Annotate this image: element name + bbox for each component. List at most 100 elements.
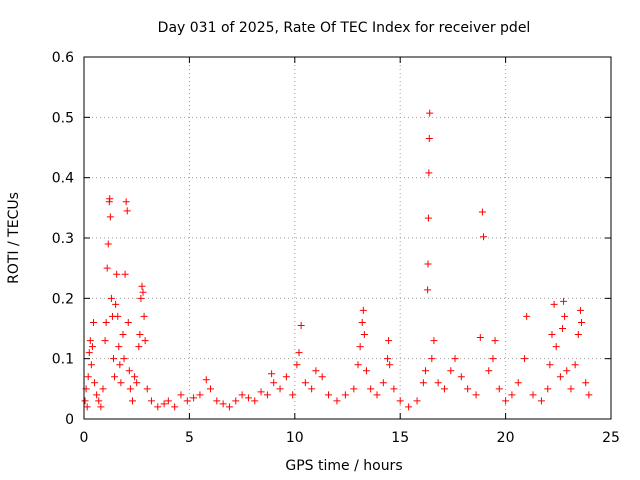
data-point-marker bbox=[202, 376, 210, 384]
data-point-marker bbox=[356, 343, 364, 351]
data-point-marker bbox=[86, 337, 94, 345]
data-point-marker bbox=[576, 306, 584, 314]
data-point-marker bbox=[139, 288, 147, 296]
data-point-marker bbox=[171, 403, 179, 411]
data-point-marker bbox=[424, 260, 432, 268]
data-point-marker bbox=[117, 379, 125, 387]
data-point-marker bbox=[91, 379, 99, 387]
data-point-marker bbox=[428, 355, 436, 363]
data-point-marker bbox=[489, 355, 497, 363]
y-tick-label: 0 bbox=[65, 412, 74, 428]
data-point-marker bbox=[116, 361, 124, 369]
data-point-marker bbox=[333, 397, 341, 405]
y-tick-label: 0.4 bbox=[52, 171, 74, 187]
data-point-marker bbox=[297, 321, 305, 329]
data-point-marker bbox=[112, 300, 120, 308]
data-point-marker bbox=[121, 270, 129, 278]
data-point-marker bbox=[131, 373, 139, 381]
data-point-marker bbox=[257, 388, 265, 396]
x-tick-label: 10 bbox=[286, 430, 304, 446]
chart-title: Day 031 of 2025, Rate Of TEC Index for r… bbox=[158, 20, 531, 36]
data-point-marker bbox=[301, 379, 309, 387]
data-point-marker bbox=[138, 282, 146, 290]
data-point-marker bbox=[537, 397, 545, 405]
data-point-marker bbox=[103, 264, 111, 272]
data-point-marker bbox=[426, 109, 434, 117]
data-point-marker bbox=[293, 361, 301, 369]
data-point-marker bbox=[421, 367, 429, 375]
data-point-marker bbox=[97, 403, 105, 411]
data-point-marker bbox=[196, 391, 204, 399]
data-point-marker bbox=[122, 198, 130, 206]
data-point-marker bbox=[270, 379, 278, 387]
data-point-marker bbox=[87, 361, 95, 369]
data-point-marker bbox=[514, 379, 522, 387]
data-point-marker bbox=[93, 391, 101, 399]
data-point-marker bbox=[529, 391, 537, 399]
data-point-marker bbox=[89, 318, 97, 326]
data-point-marker bbox=[128, 397, 136, 405]
x-tick-label: 5 bbox=[185, 430, 194, 446]
data-point-marker bbox=[251, 397, 259, 405]
data-point-marker bbox=[385, 337, 393, 345]
data-point-marker bbox=[552, 343, 560, 351]
data-point-marker bbox=[405, 403, 413, 411]
data-point-marker bbox=[563, 367, 571, 375]
data-point-marker bbox=[99, 385, 107, 393]
data-point-marker bbox=[476, 334, 484, 342]
data-point-marker bbox=[135, 343, 143, 351]
data-point-marker bbox=[190, 394, 198, 402]
data-point-marker bbox=[225, 403, 233, 411]
data-point-marker bbox=[268, 370, 276, 378]
data-point-marker bbox=[113, 270, 121, 278]
data-point-marker bbox=[83, 403, 91, 411]
grid-lines bbox=[84, 57, 611, 419]
data-point-marker bbox=[141, 337, 149, 345]
data-point-marker bbox=[390, 385, 398, 393]
data-point-marker bbox=[114, 312, 122, 320]
data-point-marker bbox=[430, 337, 438, 345]
data-point-marker bbox=[276, 385, 284, 393]
data-point-marker bbox=[140, 312, 148, 320]
data-point-marker bbox=[447, 367, 455, 375]
data-point-marker bbox=[491, 337, 499, 345]
data-point-marker bbox=[88, 343, 96, 351]
data-point-marker bbox=[104, 240, 112, 248]
data-point-marker bbox=[571, 361, 579, 369]
data-point-marker bbox=[312, 367, 320, 375]
data-point-marker bbox=[213, 397, 221, 405]
data-point-marker bbox=[386, 361, 394, 369]
data-point-marker bbox=[350, 385, 358, 393]
x-tick-label: 0 bbox=[80, 430, 89, 446]
y-tick-label: 0.1 bbox=[52, 352, 74, 368]
data-point-marker bbox=[325, 391, 333, 399]
axis-ticks: 0 5 10 15 20 25 0 0.1 0.2 0.3 0.4 0.5 0.6 bbox=[52, 50, 620, 446]
data-point-marker bbox=[206, 385, 214, 393]
data-point-marker bbox=[479, 233, 487, 241]
data-point-marker bbox=[308, 385, 316, 393]
y-tick-label: 0.5 bbox=[52, 110, 74, 126]
plot-frame bbox=[83, 56, 612, 420]
y-axis-label: ROTI / TECUs bbox=[6, 192, 22, 284]
data-point-marker bbox=[354, 361, 362, 369]
data-point-marker bbox=[502, 397, 510, 405]
data-point-marker bbox=[102, 318, 110, 326]
data-point-marker bbox=[585, 391, 593, 399]
data-point-marker bbox=[81, 397, 89, 405]
data-point-marker bbox=[359, 306, 367, 314]
data-point-marker bbox=[424, 214, 432, 222]
data-point-marker bbox=[115, 343, 123, 351]
data-point-marker bbox=[318, 373, 326, 381]
data-point-marker bbox=[544, 385, 552, 393]
data-point-marker bbox=[577, 318, 585, 326]
data-point-marker bbox=[367, 385, 375, 393]
data-point-marker bbox=[574, 331, 582, 339]
data-point-marker bbox=[125, 367, 133, 375]
data-point-marker bbox=[384, 355, 392, 363]
x-tick-label: 15 bbox=[391, 430, 409, 446]
data-point-marker bbox=[164, 397, 172, 405]
data-point-marker bbox=[244, 394, 252, 402]
data-point-marker bbox=[136, 331, 144, 339]
data-point-marker bbox=[101, 337, 109, 345]
y-tick-label: 0.3 bbox=[52, 231, 74, 247]
